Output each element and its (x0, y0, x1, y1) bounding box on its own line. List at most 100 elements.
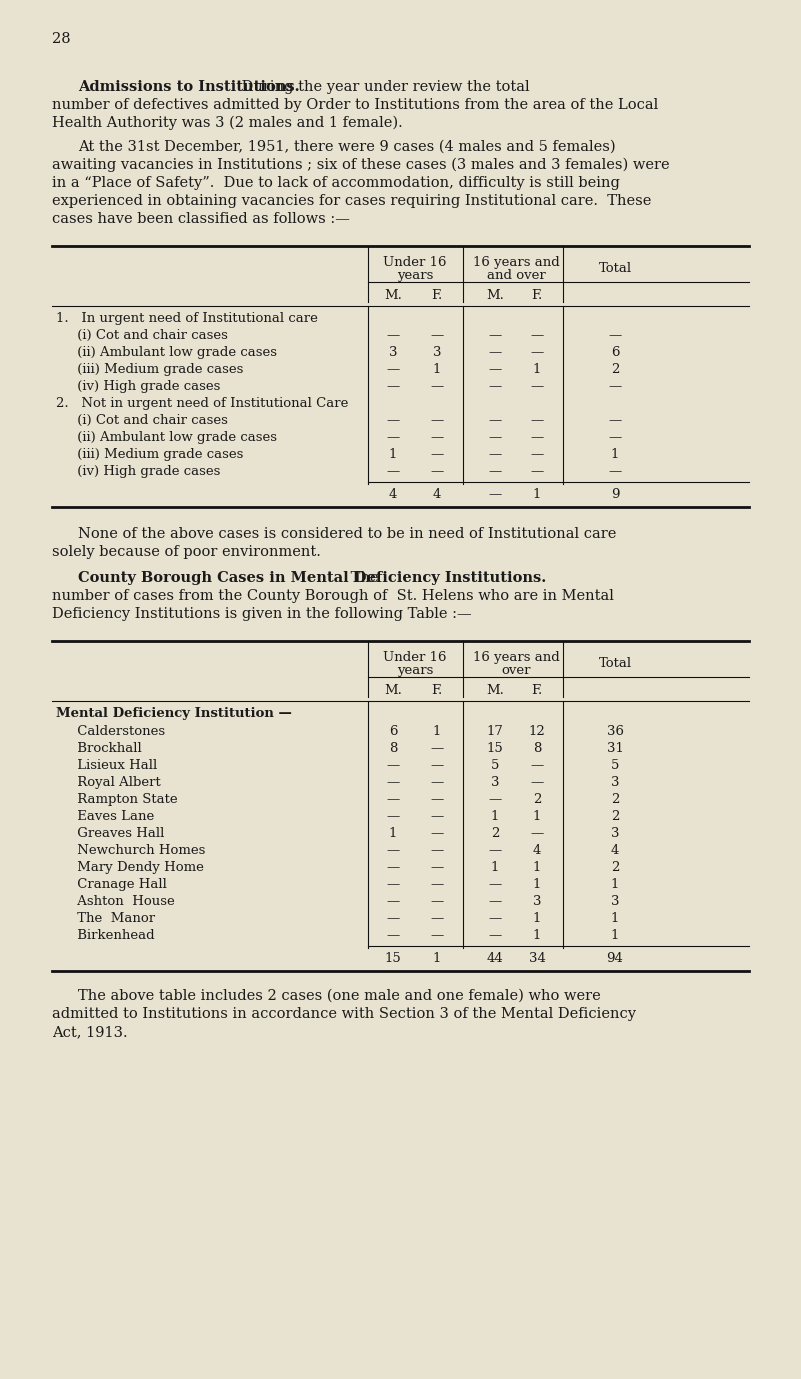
Text: 2.   Not in urgent need of Institutional Care: 2. Not in urgent need of Institutional C… (56, 397, 348, 410)
Text: —: — (530, 758, 544, 772)
Text: —: — (430, 448, 444, 461)
Text: 2: 2 (611, 363, 619, 376)
Text: —: — (489, 793, 501, 805)
Text: 44: 44 (487, 952, 503, 965)
Text: 1: 1 (611, 912, 619, 925)
Text: —: — (489, 929, 501, 942)
Text: (i) Cot and chair cases: (i) Cot and chair cases (56, 330, 227, 342)
Text: (i) Cot and chair cases: (i) Cot and chair cases (56, 414, 227, 427)
Text: Rampton State: Rampton State (56, 793, 178, 805)
Text: Total: Total (598, 262, 631, 274)
Text: —: — (386, 860, 400, 874)
Text: Newchurch Homes: Newchurch Homes (56, 844, 205, 856)
Text: —: — (489, 878, 501, 891)
Text: 15: 15 (384, 952, 401, 965)
Text: —: — (530, 346, 544, 359)
Text: —: — (386, 844, 400, 856)
Text: F.: F. (432, 290, 443, 302)
Text: —: — (386, 929, 400, 942)
Text: Eaves Lane: Eaves Lane (56, 809, 155, 823)
Text: —: — (430, 432, 444, 444)
Text: (ii) Ambulant low grade cases: (ii) Ambulant low grade cases (56, 346, 277, 359)
Text: —: — (386, 793, 400, 805)
Text: 17: 17 (486, 725, 504, 738)
Text: cases have been classified as follows :—: cases have been classified as follows :— (52, 212, 350, 226)
Text: number of defectives admitted by Order to Institutions from the area of the Loca: number of defectives admitted by Order t… (52, 98, 658, 112)
Text: Lisieux Hall: Lisieux Hall (56, 758, 157, 772)
Text: 4: 4 (533, 844, 541, 856)
Text: —: — (489, 432, 501, 444)
Text: 3: 3 (610, 827, 619, 840)
Text: Mary Dendy Home: Mary Dendy Home (56, 860, 204, 874)
Text: —: — (430, 895, 444, 907)
Text: Under 16: Under 16 (383, 651, 447, 665)
Text: —: — (489, 465, 501, 479)
Text: number of cases from the County Borough of  St. Helens who are in Mental: number of cases from the County Borough … (52, 589, 614, 603)
Text: (iv) High grade cases: (iv) High grade cases (56, 465, 220, 479)
Text: —: — (489, 895, 501, 907)
Text: —: — (386, 330, 400, 342)
Text: 2: 2 (491, 827, 499, 840)
Text: 2: 2 (533, 793, 541, 805)
Text: Royal Albert: Royal Albert (56, 776, 161, 789)
Text: None of the above cases is considered to be in need of Institutional care: None of the above cases is considered to… (78, 527, 617, 541)
Text: —: — (609, 414, 622, 427)
Text: 1: 1 (611, 929, 619, 942)
Text: Health Authority was 3 (2 males and 1 female).: Health Authority was 3 (2 males and 1 fe… (52, 116, 403, 131)
Text: 94: 94 (606, 952, 623, 965)
Text: —: — (430, 860, 444, 874)
Text: F.: F. (531, 684, 542, 696)
Text: Brockhall: Brockhall (56, 742, 142, 754)
Text: 1: 1 (491, 809, 499, 823)
Text: years: years (396, 665, 433, 677)
Text: 2: 2 (611, 860, 619, 874)
Text: —: — (430, 878, 444, 891)
Text: 8: 8 (533, 742, 541, 754)
Text: years: years (396, 269, 433, 281)
Text: 3: 3 (433, 346, 441, 359)
Text: The  Manor: The Manor (56, 912, 155, 925)
Text: —: — (386, 809, 400, 823)
Text: 3: 3 (491, 776, 499, 789)
Text: M.: M. (486, 684, 504, 696)
Text: —: — (489, 912, 501, 925)
Text: —: — (609, 330, 622, 342)
Text: —: — (386, 878, 400, 891)
Text: 16 years and: 16 years and (473, 651, 559, 665)
Text: 12: 12 (529, 725, 545, 738)
Text: —: — (386, 363, 400, 376)
Text: Admissions to Institutions.: Admissions to Institutions. (78, 80, 300, 94)
Text: —: — (489, 363, 501, 376)
Text: —: — (430, 809, 444, 823)
Text: Calderstones: Calderstones (56, 725, 165, 738)
Text: 1: 1 (611, 448, 619, 461)
Text: —: — (386, 432, 400, 444)
Text: County Borough Cases in Mental Deficiency Institutions.: County Borough Cases in Mental Deficienc… (78, 571, 546, 585)
Text: 1: 1 (491, 860, 499, 874)
Text: 2: 2 (611, 809, 619, 823)
Text: —: — (430, 776, 444, 789)
Text: —: — (530, 827, 544, 840)
Text: —: — (430, 330, 444, 342)
Text: —: — (430, 465, 444, 479)
Text: —: — (489, 330, 501, 342)
Text: (iii) Medium grade cases: (iii) Medium grade cases (56, 363, 244, 376)
Text: 3: 3 (610, 895, 619, 907)
Text: (iii) Medium grade cases: (iii) Medium grade cases (56, 448, 244, 461)
Text: 6: 6 (388, 725, 397, 738)
Text: 1: 1 (533, 363, 541, 376)
Text: 3: 3 (533, 895, 541, 907)
Text: Total: Total (598, 656, 631, 670)
Text: —: — (609, 432, 622, 444)
Text: Cranage Hall: Cranage Hall (56, 878, 167, 891)
Text: —: — (530, 448, 544, 461)
Text: During the year under review the total: During the year under review the total (237, 80, 529, 94)
Text: 1: 1 (433, 725, 441, 738)
Text: 1: 1 (533, 929, 541, 942)
Text: (ii) Ambulant low grade cases: (ii) Ambulant low grade cases (56, 432, 277, 444)
Text: —: — (489, 381, 501, 393)
Text: 1: 1 (533, 860, 541, 874)
Text: 36: 36 (606, 725, 623, 738)
Text: The: The (346, 571, 379, 585)
Text: over: over (501, 665, 531, 677)
